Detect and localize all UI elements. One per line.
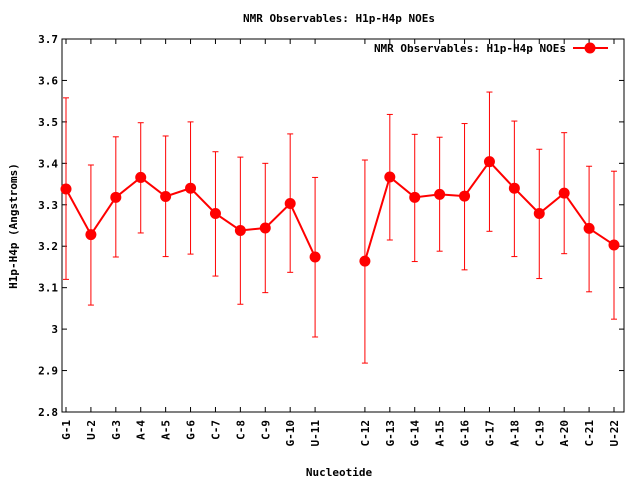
data-point [185,182,197,194]
y-tick-label: 3 [51,323,58,336]
data-point [533,207,545,219]
x-tick-label: A-20 [558,420,571,447]
y-tick-label: 3.6 [38,74,58,87]
x-tick-label: C-21 [583,420,596,447]
data-point [558,187,570,199]
data-point [284,198,296,210]
data-point [608,239,620,251]
x-tick-label: C-8 [234,420,247,440]
x-tick-label: C-19 [533,420,546,447]
data-point [359,255,371,267]
y-tick-label: 3.1 [38,282,58,295]
legend-label: NMR Observables: H1p-H4p NOEs [374,42,566,55]
data-point [309,251,321,263]
x-tick-label: G-17 [483,420,496,447]
y-tick-label: 3.4 [38,157,58,170]
y-tick-label: 3.3 [38,199,58,212]
x-tick-label: G-3 [110,420,123,440]
plot-frame [61,38,625,413]
y-tick-label: 3.5 [38,116,58,129]
y-tick-label: 3.2 [38,240,58,253]
data-point [160,190,172,202]
x-tick-label: U-2 [85,420,98,440]
x-tick-label: C-7 [209,420,222,440]
x-axis: G-1 U-2 G-3 A-4 A-5 G-6 C-7 C-8 C-9 G-10 U-11 C-12 G… [60,39,621,447]
y-axis: 2.8 2.9 3 3.1 3.2 3.3 3.4 3.5 3.6 3.7 [38,33,624,419]
x-tick-label: G-1 [60,420,73,440]
x-tick-label: G-6 [185,420,198,440]
data-point [259,222,271,234]
data-point [209,207,221,219]
x-tick-label: A-15 [434,420,447,447]
data-point [583,222,595,234]
x-tick-label: G-14 [409,420,422,447]
x-tick-label: A-4 [135,420,148,440]
y-tick-label: 3.7 [38,33,58,46]
x-tick-label: A-5 [160,420,173,440]
y-tick-label: 2.8 [38,406,58,419]
x-tick-label: U-11 [309,420,322,447]
data-point [459,190,471,202]
x-tick-label: G-13 [384,420,397,447]
data-point [135,171,147,183]
x-tick-label: A-18 [508,420,521,447]
data-point [434,188,446,200]
x-tick-label: U-22 [608,420,621,447]
y-axis-label: H1p-H4p (Angstroms) [7,163,20,289]
x-tick-label: C-12 [359,420,372,447]
data-point [483,156,495,168]
data-point [110,191,122,203]
chart-title: NMR Observables: H1p-H4p NOEs [243,12,435,25]
data-point [60,183,72,195]
x-axis-label: Nucleotide [306,466,373,479]
x-tick-label: G-10 [284,420,297,447]
legend: NMR Observables: H1p-H4p NOEs [374,42,608,55]
x-tick-label: C-9 [259,420,272,440]
y-tick-label: 2.9 [38,365,58,378]
x-tick-label: G-16 [459,420,472,447]
data-point [384,171,396,183]
series-layer [60,91,620,364]
data-point [409,191,421,203]
data-point [234,224,246,236]
data-point [85,229,97,241]
data-point [508,182,520,194]
legend-marker [584,42,596,54]
